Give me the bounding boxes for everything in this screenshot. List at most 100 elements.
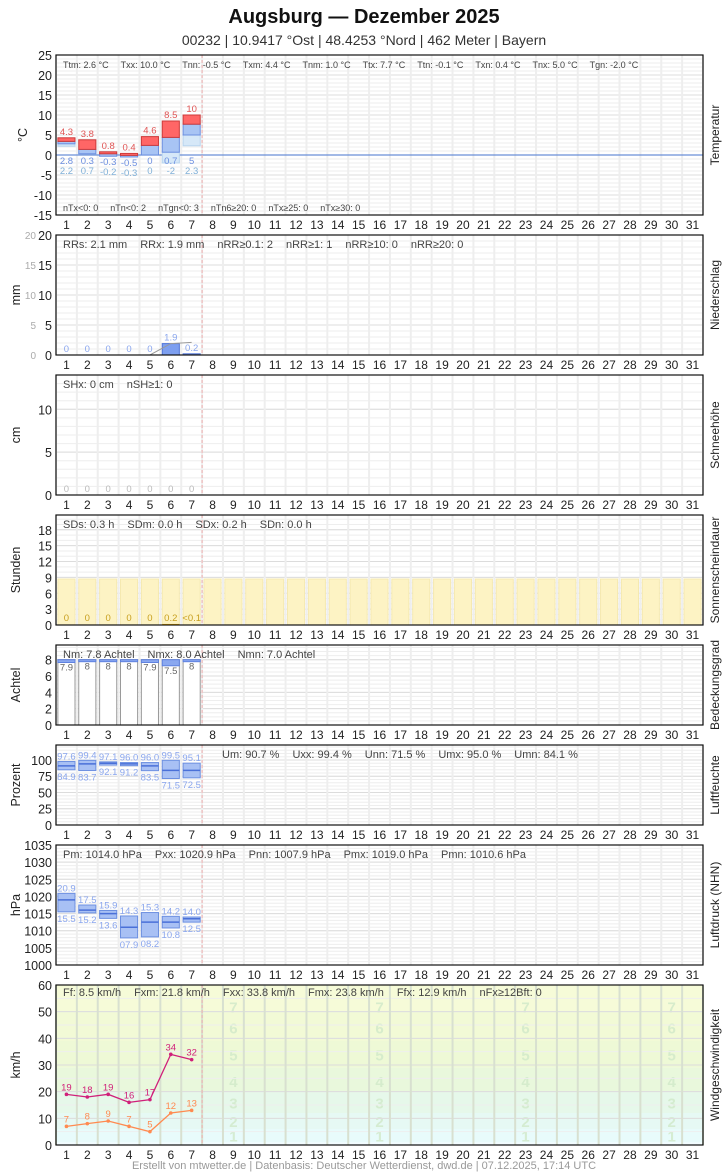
x-tick-label-day: 6 [167,218,174,232]
y-tick-label: 25 [38,49,52,63]
beaufort-number-label: 1 [668,1129,676,1146]
wind-mean-label: 9 [106,1109,111,1120]
stats-row: Nm: 7.8 Achtel Nmx: 8.0 Achtel Nmn: 7.0 Ac… [63,649,315,661]
stat-item: Ttn: -0.1 °C [417,60,464,70]
x-tick-label-day: 12 [289,218,303,232]
y-tick-label: 0 [45,819,52,833]
possible-sunshine-bar [683,578,702,626]
x-tick-label-day: 17 [394,498,408,512]
y-tick-label: 1010 [24,925,52,939]
pressure-max-label: 15.9 [99,900,118,911]
x-tick-label-day: 27 [602,498,616,512]
x-tick-label-day: 28 [623,828,637,842]
x-tick-label-day: 17 [394,218,408,232]
possible-sunshine-bar [203,578,222,626]
x-tick-label-day: 1 [63,218,70,232]
x-tick-label-day: 9 [230,1148,237,1162]
stat-item: nRR≥20: 0 [411,239,464,251]
tmean-bar [78,148,97,155]
x-tick-label-day: 12 [289,498,303,512]
cloud-cover-bar [161,659,180,667]
beaufort-band [56,1011,703,1041]
possible-sunshine-bar [370,578,389,626]
x-tick-label-day: 23 [519,498,533,512]
x-tick-label-day: 2 [84,498,91,512]
beaufort-band [56,1067,703,1092]
y-tick-label-secondary: 5 [30,321,36,332]
cloud-cover-value-label: 7.9 [60,663,73,674]
snow-value-label: 0 [126,484,131,495]
y-tick-label: 2 [45,703,52,717]
beaufort-number-label: 5 [521,1047,529,1064]
x-tick-label-day: 3 [105,968,112,982]
tmin-label: 0.7 [164,156,177,167]
tmax-label: 0.8 [102,141,115,152]
stat-item: Txx: 10.0 °C [121,60,171,70]
x-tick-label-day: 19 [435,628,449,642]
possible-sunshine-bar [307,578,326,626]
y-tick-label: 1030 [24,856,52,870]
x-tick-label-day: 15 [352,968,366,982]
x-tick-label-day: 21 [477,498,491,512]
x-tick-label-day: 4 [126,968,133,982]
x-tick-label-day: 27 [602,628,616,642]
y-tick-label: 1015 [24,908,52,922]
x-tick-label-day: 9 [230,728,237,742]
x-tick-label-day: 24 [540,968,554,982]
wind-gust-point [189,1057,194,1062]
stats-row: RRs: 2.1 mm RRx: 1.9 mm nRR≥0.1: 2 nRR≥1: 1… [63,239,463,251]
y-tick-label: 10 [38,289,52,303]
sunshine-value-label: <0.1 [182,613,201,624]
x-tick-label-day: 3 [105,628,112,642]
x-tick-label-day: 7 [188,968,195,982]
x-tick-label-day: 1 [63,728,70,742]
y-tick-label: 50 [38,1006,52,1020]
x-tick-label-day: 4 [126,358,133,372]
pressure-min-label: 13.6 [99,920,118,931]
tground-label: 0.7 [81,166,94,177]
beaufort-number-label: 4 [521,1074,530,1091]
wind-gust-label: 34 [166,1042,177,1053]
possible-sunshine-bar [558,578,577,626]
pressure-max-label: 14.3 [120,906,139,917]
y-tick-label: 3 [45,603,52,617]
wind-mean-label: 12 [166,1101,177,1112]
x-tick-label-day: 25 [561,498,575,512]
beaufort-number-label: 7 [668,999,676,1016]
x-tick-label-day: 30 [665,218,679,232]
tground-label: -2 [167,166,175,177]
x-tick-label-day: 25 [561,358,575,372]
tmean-bar [140,144,159,156]
x-tick-label-day: 7 [188,358,195,372]
x-tick-label-day: 24 [540,628,554,642]
panel-side-label: Sonnenscheindauer [708,517,722,624]
x-tick-label-day: 30 [665,728,679,742]
x-tick-label-day: 17 [394,828,408,842]
y-tick-label: 0 [45,489,52,503]
x-tick-label-day: 29 [644,218,658,232]
pressure-max-label: 15.3 [141,903,160,914]
panel-side-label: Luftfeuchte [708,755,722,815]
stat-item: Umx: 95.0 % [438,749,501,761]
x-tick-label-day: 2 [84,358,91,372]
precipitation-value-label: 0 [147,344,152,355]
beaufort-number-label: 4 [668,1074,677,1091]
x-tick-label-day: 25 [561,828,575,842]
x-tick-label-day: 10 [248,628,262,642]
beaufort-number-label: 3 [521,1095,529,1112]
x-tick-label-day: 16 [373,1148,387,1162]
x-tick-label-day: 2 [84,218,91,232]
plot-frame [55,744,704,826]
x-tick-label-day: 10 [248,828,262,842]
possible-sunshine-bar [391,578,410,626]
tmax-bar [119,152,139,156]
tmin-label: 2.8 [60,156,73,167]
tground-bar [182,134,201,147]
x-tick-label-day: 4 [126,218,133,232]
y-tick-label: 15 [38,89,52,103]
beaufort-number-label: 5 [229,1047,237,1064]
beaufort-number-label: 1 [375,1129,383,1146]
x-tick-label-day: 29 [644,728,658,742]
y-tick-label: 18 [38,524,52,538]
